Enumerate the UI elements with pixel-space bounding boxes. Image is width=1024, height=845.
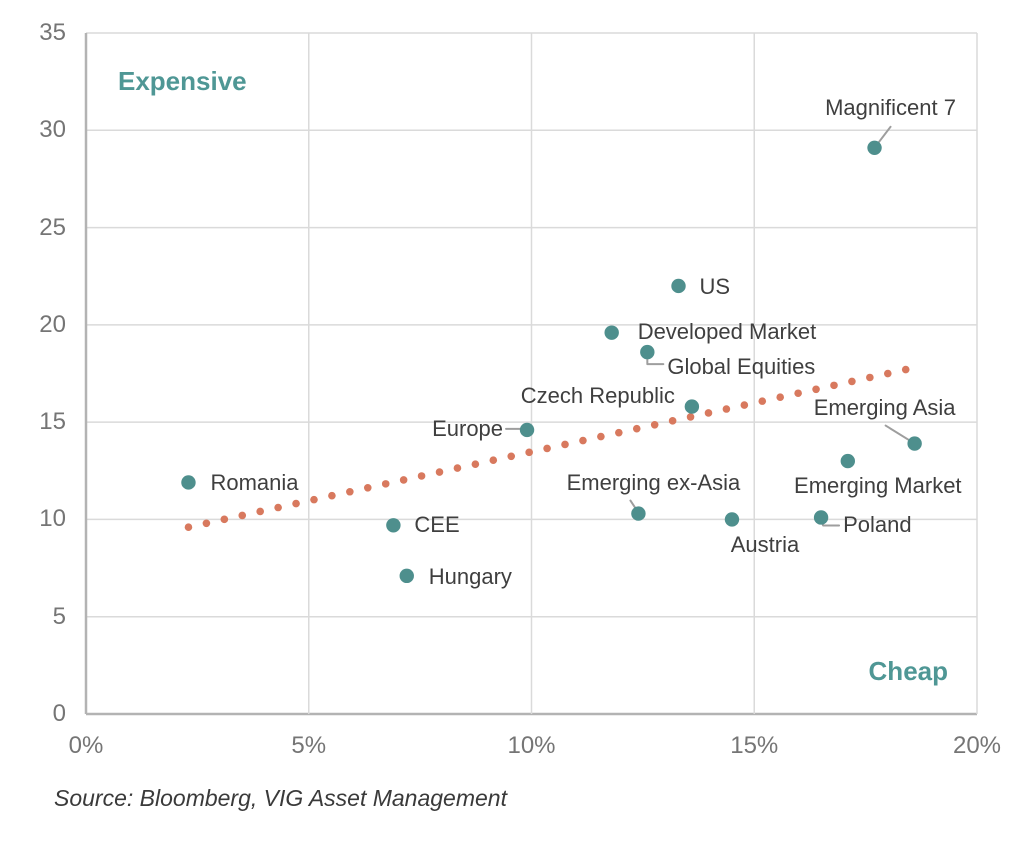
x-tick-5%: 5% [291,732,327,759]
data-point-emerging-market [840,453,856,469]
point-label-emerging-ex-asia: Emerging ex-Asia [566,469,741,495]
trend-dot [184,523,193,532]
trend-dot [615,428,623,437]
trend-dot [686,413,695,421]
trend-dot [399,476,408,484]
source-note: Source: Bloomberg, VIG Asset Management [54,785,507,811]
y-tick-25: 25 [39,213,66,241]
data-point-europe [519,422,535,438]
data-point-poland [813,510,829,525]
plot-area: Expensive Cheap Magnificent 7 US Developed… [84,32,978,716]
point-label-austria: Austria [730,532,800,558]
trend-dot [883,369,892,378]
trend-dot [561,440,569,449]
data-point-hungary [399,568,414,584]
trend-dot [597,432,605,441]
data-point-austria [724,512,740,527]
chart-canvas [84,32,978,716]
point-label-cee: CEE [414,512,460,538]
point-label-magnificent-7: Magnificent 7 [825,94,956,120]
trend-dot [830,381,838,390]
trend-dot [901,365,910,374]
trend-dot [525,448,533,457]
trend-dot [812,385,820,394]
point-label-emerging-asia: Emerging Asia [813,394,956,420]
trend-dot [507,452,516,461]
trend-dot [435,468,444,476]
trend-dot [668,417,677,425]
trend-dot [346,487,354,496]
trend-dot [866,373,874,382]
point-label-developed-market: Developed Market [637,318,817,344]
data-point-developed-market [604,325,619,340]
trend-dot [202,519,211,528]
trend-dot [363,484,372,492]
data-point-global-equities [640,344,655,360]
trend-dot [220,515,229,524]
trend-dot [238,511,247,520]
trend-dot [758,397,767,405]
point-label-emerging-market: Emerging Market [794,473,962,499]
point-label-europe: Europe [432,415,504,441]
x-tick-15%: 15% [730,732,779,759]
point-label-czech-republic: Czech Republic [520,382,675,408]
data-point-romania [181,475,196,490]
point-label-us: US [699,273,731,299]
trend-dot [722,405,731,413]
trend-dot [381,480,390,488]
x-tick-10%: 10% [507,732,556,759]
y-tick-30: 30 [39,116,66,144]
data-point-emerging-asia [907,436,922,451]
point-label-poland: Poland [843,512,912,538]
data-point-czech-republic [684,399,700,414]
trend-dot [292,499,300,508]
trend-dot [256,507,264,516]
trend-dot [650,420,659,429]
y-tick-35: 35 [39,19,66,46]
data-point-us [671,278,686,294]
expensive-quadrant-label: Expensive [118,66,247,96]
cheap-quadrant-label: Cheap [868,656,948,686]
trend-dot [310,495,318,504]
trend-dot [632,424,641,433]
trend-dot [417,472,426,480]
trend-dot [776,393,785,401]
y-tick-10: 10 [39,505,66,533]
data-point-cee [386,518,401,533]
trend-dot [328,491,336,500]
x-tick-20%: 20% [952,732,1002,759]
trend-dot [704,409,713,417]
trend-dot [274,503,282,512]
y-tick-20: 20 [39,310,66,338]
point-label-hungary: Hungary [428,563,512,589]
y-tick-15: 15 [39,408,66,436]
x-tick-0%: 0% [68,732,104,759]
trend-dot [848,377,856,386]
trend-dot [794,389,802,398]
point-label-romania: Romania [210,470,299,496]
trend-dot [471,460,480,468]
trend-dot [579,436,587,445]
trend-dot [740,401,749,409]
y-tick-0: 0 [52,700,66,727]
trend-dot [489,456,498,465]
point-label-global-equities: Global Equities [667,354,816,380]
data-point-emerging-ex-asia [631,506,646,521]
trend-dot [453,464,462,472]
trend-dot [543,444,551,453]
y-tick-5: 5 [52,602,66,630]
data-point-magnificent-7 [867,140,882,155]
